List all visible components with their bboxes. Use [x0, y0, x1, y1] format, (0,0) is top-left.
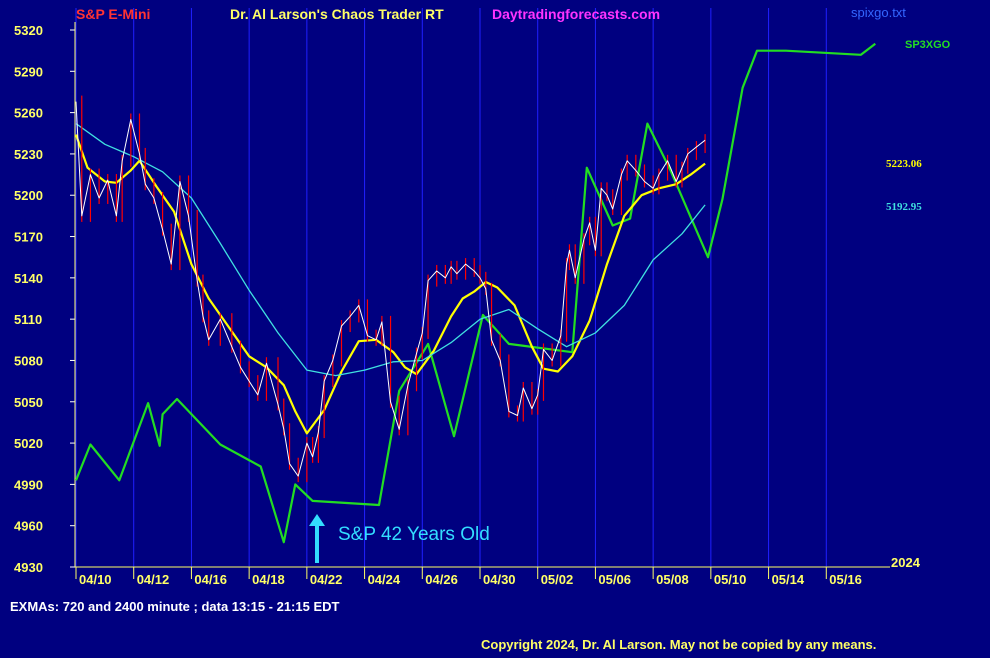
symbol-title: S&P E-Mini	[76, 6, 150, 22]
x-tick-label: 04/16	[194, 572, 227, 587]
series-line-0	[74, 42, 876, 544]
series-line-1	[74, 134, 706, 435]
year-label: 2024	[891, 555, 921, 570]
y-tick-label: 5080	[14, 353, 43, 368]
x-tick-label: 04/26	[425, 572, 458, 587]
x-tick-label: 05/06	[598, 572, 631, 587]
x-tick-label: 04/10	[79, 572, 112, 587]
file-name: spixgo.txt	[851, 5, 906, 20]
exma-note: EXMAs: 720 and 2400 minute ; data 13:15 …	[10, 599, 340, 614]
y-axis: 5320 5290 5260 5230 5200 5170 5140 5110 5080 5050…	[14, 23, 43, 575]
y-tick-label: 5050	[14, 395, 43, 410]
x-tick-label: 05/10	[714, 572, 747, 587]
ema2400-value-label: 5192.95	[886, 201, 922, 213]
x-tick-label: 05/14	[772, 572, 805, 587]
annotation-text: S&P 42 Years Old	[338, 524, 490, 545]
y-tick-label: 4930	[14, 560, 43, 575]
y-tick-label: 5290	[14, 64, 43, 79]
x-tick-label: 05/02	[541, 572, 574, 587]
x-tick-label: 05/08	[656, 572, 689, 587]
y-tick-label: 5110	[14, 312, 42, 327]
copyright: Copyright 2024, Dr. Al Larson. May not b…	[481, 637, 876, 652]
series-line-3	[75, 101, 706, 477]
x-tick-label: 05/16	[829, 572, 862, 587]
app-title: Dr. Al Larson's Chaos Trader RT	[230, 6, 444, 22]
y-tick-label: 4960	[14, 519, 43, 534]
y-tick-label: 5170	[14, 230, 43, 245]
annotation-arrow	[309, 514, 325, 563]
y-tick-label: 5140	[14, 271, 43, 286]
x-tick-label: 04/18	[252, 572, 285, 587]
y-tick-label: 5260	[14, 106, 43, 121]
x-tick-label: 04/24	[368, 572, 401, 587]
x-tick-label: 04/12	[137, 572, 170, 587]
website-title: Daytradingforecasts.com	[492, 6, 660, 22]
y-tick-label: 5200	[14, 188, 43, 203]
x-tick-label: 04/22	[310, 572, 343, 587]
grid-lines	[70, 8, 890, 579]
x-axis: 04/10 04/12 04/16 04/18 04/22 04/24 04/26 04/30…	[79, 572, 862, 587]
y-tick-label: 5230	[14, 147, 43, 162]
forecast-legend: SP3XGO	[905, 39, 951, 51]
ema720-value-label: 5223.06	[886, 158, 922, 170]
y-tick-label: 5320	[14, 23, 43, 38]
series-layer	[74, 42, 876, 544]
x-tick-label: 04/30	[483, 572, 516, 587]
y-tick-label: 5020	[14, 436, 43, 451]
y-tick-label: 4990	[14, 477, 43, 492]
